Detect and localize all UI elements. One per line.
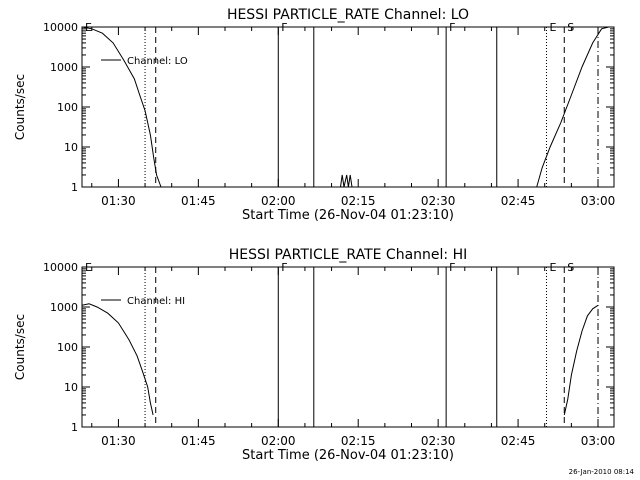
y-tick-label: 1 <box>71 421 78 434</box>
y-tick-label: 100 <box>57 101 78 114</box>
x-tick-label: 01:30 <box>101 194 136 208</box>
generation-timestamp: 26-Jan-2010 08:14 <box>568 468 634 476</box>
legend-label: Channel: LO <box>127 56 188 67</box>
chart-title: HESSI PARTICLE_RATE Channel: LO <box>227 7 469 23</box>
y-tick-label: 1 <box>71 181 78 194</box>
chart-panel-hi: HESSI PARTICLE_RATE Channel: HI 1 10 100 100… <box>13 247 615 463</box>
x-tick-label: 02:00 <box>261 434 296 448</box>
y-tick-label: 1000 <box>50 301 78 314</box>
x-axis-label: Start Time (26-Nov-04 01:23:10) <box>242 208 454 223</box>
x-tick-label: 02:15 <box>341 434 376 448</box>
x-axis-label: Start Time (26-Nov-04 01:23:10) <box>242 448 454 463</box>
event-marker-label: E <box>550 261 557 274</box>
event-marker-label: S <box>567 21 574 34</box>
y-axis-label: Counts/sec <box>13 314 27 380</box>
event-marker-label: F <box>281 21 287 34</box>
series-line <box>81 303 154 416</box>
series-line <box>536 26 609 188</box>
y-axis-label: Counts/sec <box>13 74 27 140</box>
x-tick-label: 03:00 <box>581 194 616 208</box>
chart-title: HESSI PARTICLE_RATE Channel: HI <box>229 247 467 263</box>
x-tick-label: 01:45 <box>181 434 216 448</box>
event-marker-label: F <box>449 261 455 274</box>
series-line <box>563 304 599 416</box>
y-tick-label: 10000 <box>43 21 78 34</box>
y-tick-label: 100 <box>57 341 78 354</box>
chart-panel-lo: HESSI PARTICLE_RATE Channel: LO 1 10 100 100… <box>13 7 615 223</box>
plot-frame <box>81 26 615 188</box>
series-line <box>340 174 353 188</box>
event-marker-label: E <box>85 261 92 274</box>
x-tick-label: 01:30 <box>101 434 136 448</box>
x-tick-label: 01:45 <box>181 194 216 208</box>
event-marker-label: F <box>449 21 455 34</box>
y-tick-label: 10 <box>64 381 78 394</box>
y-tick-label: 10 <box>64 141 78 154</box>
x-tick-label: 03:00 <box>581 434 616 448</box>
y-tick-label: 10000 <box>43 261 78 274</box>
event-marker-label: E <box>550 21 557 34</box>
legend-label: Channel: HI <box>127 296 185 307</box>
x-tick-label: 02:45 <box>501 194 536 208</box>
x-tick-label: 02:00 <box>261 194 296 208</box>
x-tick-label: 02:30 <box>421 194 456 208</box>
x-tick-label: 02:30 <box>421 434 456 448</box>
plot-frame <box>81 266 615 428</box>
event-marker-label: E <box>85 21 92 34</box>
series-line <box>81 26 162 188</box>
y-tick-label: 1000 <box>50 61 78 74</box>
x-tick-label: 02:45 <box>501 434 536 448</box>
event-marker-label: S <box>567 261 574 274</box>
x-tick-label: 02:15 <box>341 194 376 208</box>
event-marker-label: F <box>281 261 287 274</box>
